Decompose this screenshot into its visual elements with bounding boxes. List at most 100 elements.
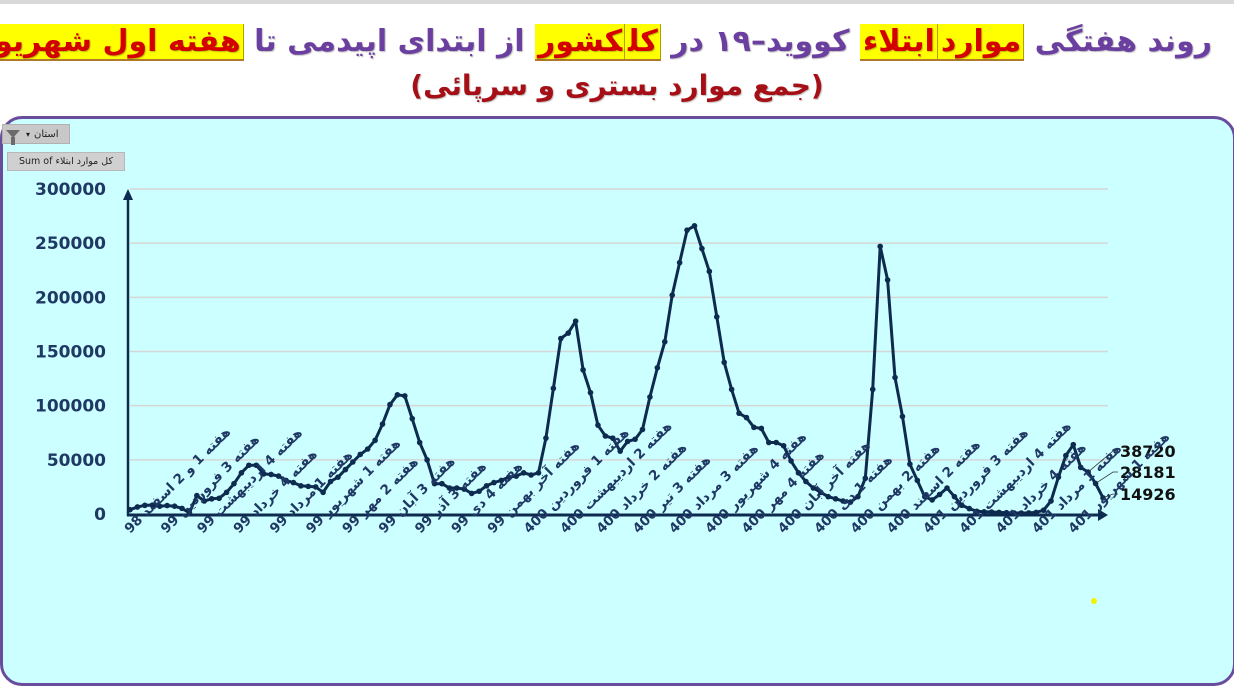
data-point <box>506 474 512 480</box>
y-tick-label: 150000 <box>35 343 106 363</box>
data-point <box>498 477 505 484</box>
data-point <box>840 498 846 504</box>
data-point <box>907 461 913 467</box>
data-point <box>810 485 817 491</box>
data-point <box>186 510 193 516</box>
title-highlight: کل <box>625 24 661 61</box>
data-point <box>238 470 245 476</box>
filter-funnel-icon <box>6 130 20 145</box>
data-point <box>699 245 705 252</box>
data-point <box>966 505 973 512</box>
data-point <box>208 496 215 502</box>
value-field-button[interactable]: Sum of کل موارد ابتلاء <box>7 152 125 171</box>
data-point <box>765 439 772 446</box>
data-point <box>446 485 453 491</box>
data-point <box>944 485 950 491</box>
data-point <box>134 504 141 510</box>
data-point <box>320 489 326 496</box>
data-point <box>602 433 609 439</box>
data-point <box>142 502 148 509</box>
data-point <box>357 451 364 458</box>
y-tick-label: 250000 <box>35 234 106 254</box>
data-point <box>335 474 341 480</box>
data-point <box>283 477 289 484</box>
data-point <box>543 435 549 441</box>
data-point <box>981 509 987 515</box>
data-point <box>691 223 698 229</box>
data-point <box>647 394 653 400</box>
data-point <box>959 502 965 509</box>
chart-title-line2: (جمع موارد بستری و سرپائی) <box>410 69 824 102</box>
data-point <box>372 437 378 444</box>
data-point <box>476 488 482 495</box>
data-point <box>773 439 779 446</box>
data-point <box>661 338 668 345</box>
data-label-leader <box>1095 471 1118 484</box>
data-point <box>758 425 765 432</box>
data-point <box>298 483 304 489</box>
data-point <box>268 471 274 478</box>
data-point <box>149 502 156 508</box>
data-point <box>327 478 334 485</box>
data-point <box>869 386 876 393</box>
data-point <box>803 478 809 485</box>
data-point <box>1077 464 1084 471</box>
data-point <box>387 401 393 408</box>
data-point <box>877 243 883 250</box>
y-tick-label: 0 <box>94 505 106 525</box>
data-point <box>936 491 943 498</box>
data-point <box>780 442 787 449</box>
data-point <box>1003 509 1010 516</box>
data-point <box>535 470 542 476</box>
data-point <box>795 470 802 476</box>
data-point <box>290 479 297 486</box>
data-point <box>461 486 468 492</box>
data-point <box>825 493 831 500</box>
data-point <box>424 457 430 463</box>
data-point <box>736 410 742 417</box>
data-point <box>996 509 1002 516</box>
data-point <box>439 480 445 487</box>
title-text: روند هفتگی <box>1024 24 1212 59</box>
data-label: 28181 <box>1120 463 1176 482</box>
data-point <box>914 477 921 484</box>
data-point <box>929 497 935 503</box>
data-point <box>988 509 995 515</box>
data-point <box>416 439 423 446</box>
data-point <box>1040 507 1047 514</box>
data-point <box>179 505 185 512</box>
data-point <box>572 318 579 324</box>
data-point <box>1011 510 1017 516</box>
data-point <box>580 367 586 373</box>
x-axis-arrow-icon <box>1098 509 1108 521</box>
data-point <box>713 314 720 320</box>
data-point <box>892 374 898 381</box>
data-point <box>194 492 200 499</box>
data-point <box>788 458 794 464</box>
data-point <box>402 393 408 399</box>
data-point <box>706 268 713 275</box>
data-point <box>884 277 891 283</box>
data-point <box>468 490 475 497</box>
data-point <box>743 414 750 421</box>
data-point <box>951 493 958 500</box>
data-point <box>847 499 854 505</box>
data-point <box>312 484 319 490</box>
data-point <box>624 438 631 445</box>
data-point <box>342 466 349 473</box>
y-axis-arrow-icon <box>123 189 133 200</box>
data-label-leader <box>1102 493 1118 499</box>
data-point <box>921 493 928 500</box>
data-point <box>454 485 460 491</box>
data-point <box>973 508 980 515</box>
data-point <box>1063 452 1069 459</box>
y-tick-label: 200000 <box>35 288 106 308</box>
province-filter-button[interactable]: ▾ استان <box>2 124 70 145</box>
data-point <box>164 502 170 509</box>
data-point <box>1018 510 1025 516</box>
data-point <box>364 446 371 452</box>
data-point <box>721 359 727 366</box>
title-highlight: هفته اول شهریور ماه <box>0 24 244 61</box>
y-tick-label: 300000 <box>35 180 106 200</box>
line-chart: 0 50000 100000 150000 200000 250000 300000 3872… <box>35 180 1176 537</box>
